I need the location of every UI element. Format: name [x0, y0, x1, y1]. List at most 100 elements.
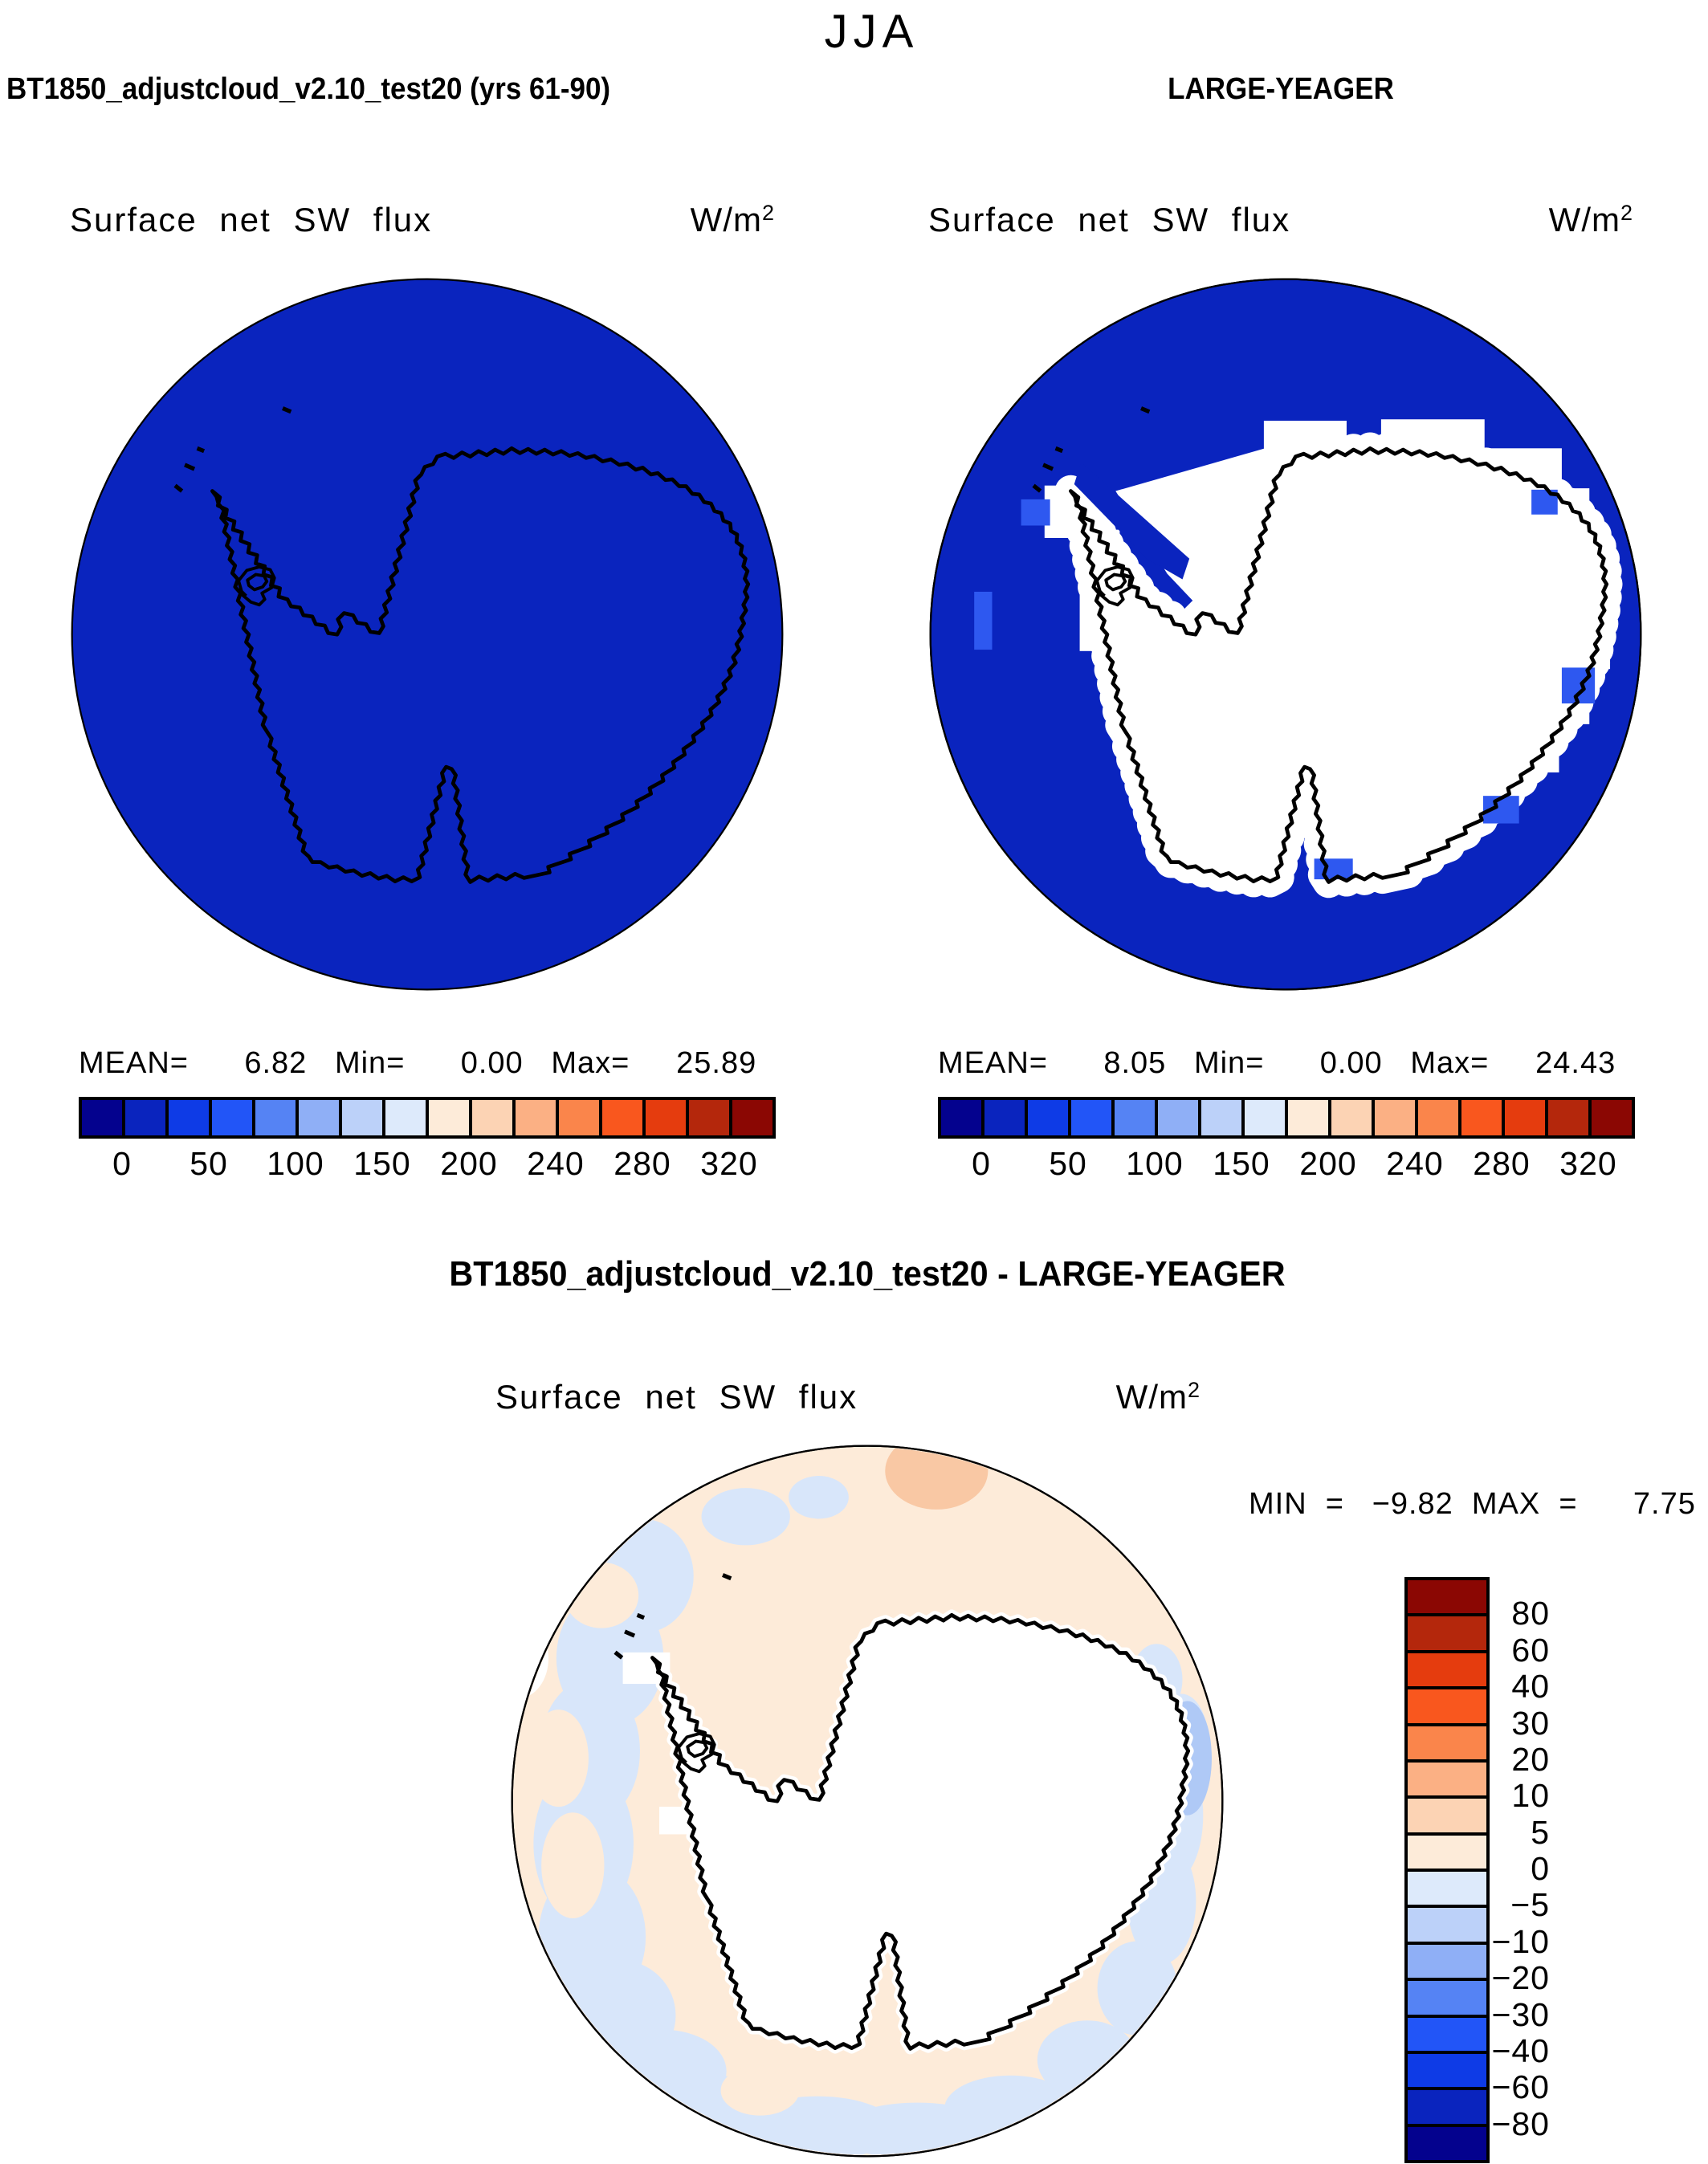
colorbar-tick-label: 80	[1511, 1595, 1550, 1632]
colorbar-tick-label: 0	[112, 1145, 132, 1182]
colorbar-cell	[1406, 2089, 1488, 2125]
colorbar-cell	[471, 1098, 514, 1137]
colorbar-cell	[687, 1098, 731, 1137]
colorbar-tick-label: 30	[1511, 1704, 1550, 1742]
colorbar-cell	[1286, 1098, 1330, 1137]
colorbar-tick-label: 0	[972, 1145, 991, 1182]
colorbar-cell	[254, 1098, 297, 1137]
colorbar-diff-cells	[1404, 1577, 1490, 2163]
colorbar-cell	[1460, 1098, 1503, 1137]
colorbar-tick-label: −10	[1491, 1922, 1550, 1960]
colorbar-cell	[1547, 1098, 1590, 1137]
colorbar-cell	[557, 1098, 601, 1137]
colorbar-tick-label: −20	[1491, 1959, 1550, 1997]
colorbar-cell	[514, 1098, 557, 1137]
colorbar-left-ticks: 0 50 100 150 200 240 280 320	[79, 1145, 772, 1185]
colorbar-cell	[983, 1098, 1026, 1137]
colorbar-cell	[384, 1098, 427, 1137]
colorbar-cell	[1406, 1579, 1488, 1616]
colorbar-right-ticks: 0 50 100 150 200 240 280 320	[938, 1145, 1632, 1185]
colorbar-diff-ticks: 80 60 40 30 20 10 5 0 −5 −10 −20 −30 −40 −60 −80	[1413, 1577, 1550, 2160]
colorbar-cell	[1406, 2052, 1488, 2089]
colorbar-cell	[1406, 1760, 1488, 1798]
colorbar-left: 0 50 100 150 200 240 280 320	[79, 1097, 776, 1182]
diff-background-islands	[528, 1562, 800, 2116]
colorbar-right-cells	[938, 1097, 1635, 1139]
left-subtitle-row: Surface net SW flux W/m2	[70, 201, 775, 239]
colorbar-cell	[601, 1098, 644, 1137]
colorbar-cell	[1406, 1906, 1488, 1943]
map-model-left	[71, 278, 784, 991]
colorbar-tick-label: −5	[1510, 1886, 1550, 1924]
right-subtitle-row: Surface net SW flux W/m2	[928, 201, 1633, 239]
colorbar-cell	[1156, 1098, 1200, 1137]
right-stats: MEAN= 8.05 Min= 0.00 Max= 24.43	[938, 1046, 1616, 1080]
colorbar-cell	[1406, 1724, 1488, 1761]
colorbar-cell	[1406, 2015, 1488, 2052]
map-left-ocean	[71, 278, 784, 991]
colorbar-cell	[1113, 1098, 1156, 1137]
colorbar-tick-label: −60	[1491, 2068, 1550, 2106]
colorbar-tick-label: 280	[1473, 1145, 1531, 1182]
colorbar-cell	[1503, 1098, 1547, 1137]
colorbar-diff	[1404, 1577, 1490, 2163]
colorbar-tick-label: −80	[1491, 2105, 1550, 2142]
colorbar-cell	[1406, 1651, 1488, 1689]
right-variable-label: Surface net SW flux	[928, 201, 1291, 238]
colorbar-tick-label: 320	[700, 1145, 758, 1182]
colorbar-cell	[1406, 1979, 1488, 2016]
colorbar-tick-label: 50	[1049, 1145, 1087, 1182]
right-panel-title: LARGE-YEAGER	[1168, 72, 1394, 106]
colorbar-tick-label: 320	[1559, 1145, 1617, 1182]
map-difference	[511, 1445, 1224, 2158]
colorbar-cell	[1373, 1098, 1417, 1137]
colorbar-cell	[1406, 1615, 1488, 1652]
colorbar-cell	[340, 1098, 384, 1137]
colorbar-cell	[80, 1098, 124, 1137]
left-variable-label: Surface net SW flux	[70, 201, 433, 238]
left-stats: MEAN= 6.82 Min= 0.00 Max= 25.89	[79, 1046, 757, 1080]
colorbar-tick-label: 0	[1531, 1850, 1550, 1887]
colorbar-cell	[1070, 1098, 1113, 1137]
colorbar-tick-label: 240	[527, 1145, 585, 1182]
colorbar-tick-label: 60	[1511, 1631, 1550, 1669]
colorbar-cell	[1406, 2125, 1488, 2162]
colorbar-tick-label: 50	[190, 1145, 228, 1182]
colorbar-cell	[1406, 1942, 1488, 1980]
sea-ice-edge-cells	[974, 489, 1596, 880]
colorbar-cell	[1406, 1833, 1488, 1870]
diff-variable-label: Surface net SW flux	[495, 1378, 858, 1416]
right-units-label: W/m2	[1548, 201, 1633, 238]
colorbar-tick-label: 150	[353, 1145, 411, 1182]
colorbar-tick-label: 20	[1511, 1740, 1550, 1778]
map-rim	[511, 1445, 1224, 2158]
colorbar-tick-label: 40	[1511, 1668, 1550, 1706]
map-rim	[929, 278, 1642, 991]
colorbar-cell	[1406, 1797, 1488, 1834]
left-units-label: W/m2	[690, 201, 775, 238]
season-title: JJA	[824, 6, 919, 58]
diff-units-label: W/m2	[1115, 1378, 1200, 1416]
colorbar-tick-label: 240	[1386, 1145, 1444, 1182]
colorbar-tick-label: 200	[1299, 1145, 1357, 1182]
diff-subtitle-row: Surface net SW flux W/m2	[495, 1378, 1200, 1416]
colorbar-tick-label: 5	[1531, 1813, 1550, 1851]
colorbar-tick-label: −30	[1491, 1995, 1550, 2033]
colorbar-cell	[1417, 1098, 1460, 1137]
colorbar-cell	[940, 1098, 983, 1137]
colorbar-cell	[1406, 1870, 1488, 1907]
colorbar-cell	[167, 1098, 210, 1137]
colorbar-cell	[1330, 1098, 1373, 1137]
colorbar-tick-label: 100	[267, 1145, 324, 1182]
colorbar-cell	[1200, 1098, 1243, 1137]
diff-panel-title: BT1850_adjustcloud_v2.10_test20 - LARGE-…	[449, 1254, 1286, 1294]
colorbar-tick-label: 100	[1126, 1145, 1184, 1182]
colorbar-left-cells	[79, 1097, 776, 1139]
colorbar-cell	[1026, 1098, 1070, 1137]
colorbar-cell	[124, 1098, 167, 1137]
colorbar-cell	[1590, 1098, 1633, 1137]
colorbar-right: 0 50 100 150 200 240 280 320	[938, 1097, 1635, 1182]
colorbar-cell	[297, 1098, 340, 1137]
left-panel-title: BT1850_adjustcloud_v2.10_test20 (yrs 61-…	[6, 72, 611, 106]
